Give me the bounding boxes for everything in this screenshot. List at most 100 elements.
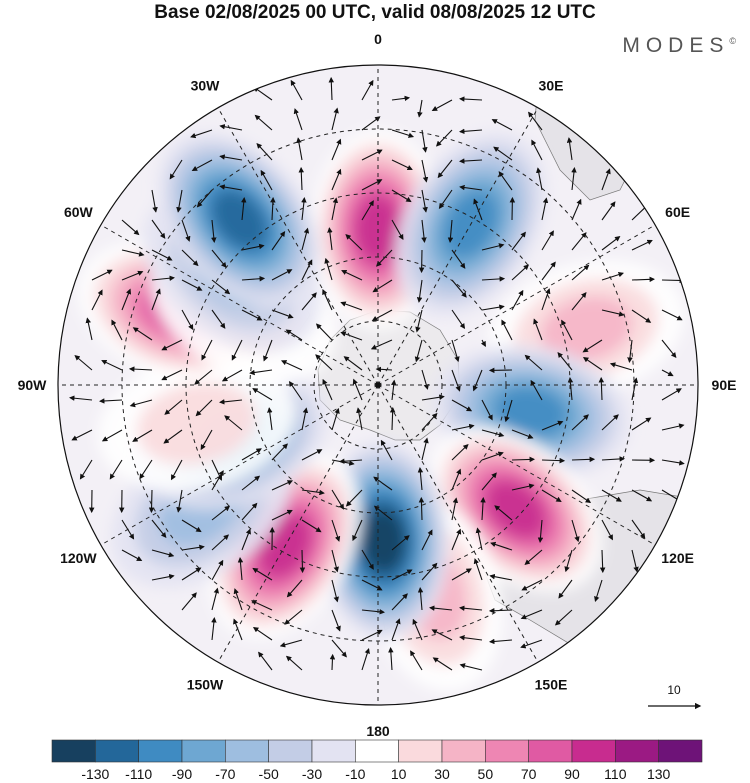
wind-vector — [271, 309, 294, 319]
map-boundary — [57, 64, 699, 706]
colorbar-tick-label: -50 — [259, 766, 279, 782]
wind-vector — [340, 331, 363, 341]
wind-vector — [531, 139, 543, 161]
wind-vector — [254, 114, 273, 131]
wind-vector — [601, 201, 616, 221]
wind-vector — [417, 466, 424, 491]
wind-vector — [151, 519, 167, 539]
wind-vector — [286, 579, 303, 598]
wind-vector — [151, 249, 173, 261]
meridian — [377, 384, 656, 546]
wind-vector — [231, 339, 243, 361]
wind-vector — [498, 171, 513, 191]
wind-vector — [256, 142, 273, 161]
wind-vector — [391, 593, 408, 611]
wind-vector — [421, 219, 427, 243]
colorbar-swatch — [51, 739, 96, 763]
wind-vector — [391, 159, 413, 171]
wind-vector — [249, 369, 273, 376]
wind-vector — [571, 264, 590, 281]
wind-vector — [490, 541, 513, 551]
wind-vector — [170, 459, 183, 481]
longitude-label: 30E — [539, 77, 564, 93]
graticule — [58, 65, 698, 705]
wind-vector — [417, 586, 424, 611]
wind-vector — [489, 573, 513, 581]
wind-vector — [536, 167, 543, 191]
anomaly-center — [312, 129, 444, 330]
wind-vector — [530, 379, 543, 401]
wind-vector — [241, 502, 258, 521]
wind-vector — [221, 369, 243, 382]
wind-vector — [631, 417, 652, 431]
wind-vector — [661, 309, 683, 321]
wind-vector — [481, 243, 505, 251]
wind-vector — [85, 317, 93, 341]
wind-vector — [582, 356, 603, 371]
wind-vector — [494, 505, 513, 521]
longitude-label: 120E — [661, 550, 694, 566]
wind-vector — [211, 534, 230, 551]
wind-vector — [418, 496, 425, 521]
wind-vector — [541, 420, 564, 431]
longitude-label: 0 — [374, 31, 382, 47]
wind-vector — [631, 276, 656, 283]
wind-vector — [219, 124, 243, 131]
wind-vector — [224, 415, 243, 431]
wind-vector — [473, 558, 483, 581]
wind-vector — [331, 549, 339, 573]
wind-vector — [480, 339, 486, 347]
wind-vector — [372, 279, 393, 293]
colorbar-swatch — [528, 739, 573, 763]
wind-vector — [200, 429, 213, 451]
colorbar-swatch — [485, 739, 529, 763]
wind-vector — [101, 429, 123, 442]
anomaly-center — [157, 132, 322, 308]
wind-vector — [181, 279, 203, 291]
wind-vector — [391, 618, 401, 641]
colorbar-swatch — [311, 739, 356, 763]
longitude-label: 60W — [64, 204, 94, 220]
wind-vector — [631, 309, 652, 323]
wind-vector — [345, 489, 363, 507]
wind-vector — [91, 269, 113, 281]
colorbar-tick-label: -30 — [302, 766, 322, 782]
wind-vector — [421, 189, 428, 213]
wind-vector — [391, 95, 411, 102]
meridian — [100, 384, 379, 546]
wind-vector — [511, 264, 530, 281]
wind-vector — [511, 429, 534, 439]
wind-vector — [528, 111, 543, 131]
wind-vector — [390, 379, 397, 401]
wind-vector — [488, 607, 513, 614]
colorbar-tick-label: -110 — [125, 766, 152, 782]
wind-vector — [301, 449, 323, 461]
wind-vector — [571, 167, 577, 191]
wind-vector — [322, 378, 333, 401]
wind-vector — [472, 369, 483, 392]
wind-vector — [196, 189, 213, 208]
colorbar-tick-label: 70 — [521, 766, 537, 782]
wind-vector — [601, 168, 611, 191]
colorbar-swatch — [355, 739, 399, 763]
wind-vector — [511, 456, 536, 463]
wind-vector — [421, 129, 428, 153]
reference-vector: 10 — [648, 683, 702, 710]
latitude-circle — [185, 192, 571, 578]
wind-vector — [421, 369, 429, 390]
wind-vector — [331, 519, 341, 542]
wind-vector — [481, 276, 506, 282]
wind-vector — [241, 528, 251, 551]
longitude-label: 30W — [191, 77, 221, 93]
wind-vector — [271, 480, 294, 491]
wind-vector — [181, 519, 202, 533]
wind-vector — [451, 399, 473, 412]
wind-vector — [571, 198, 582, 221]
wind-vector — [121, 549, 143, 562]
wind-vector — [284, 609, 303, 625]
meridian — [217, 384, 379, 663]
wind-vector — [451, 309, 466, 330]
wind-vector — [301, 259, 313, 281]
wind-vector — [331, 579, 339, 603]
